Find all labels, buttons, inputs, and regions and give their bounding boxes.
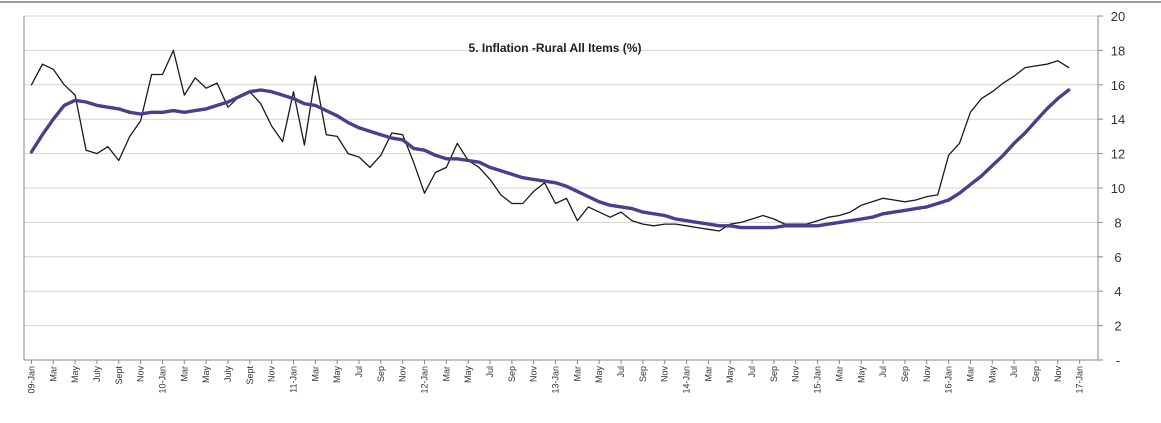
x-tick-label: 11-Jan: [289, 366, 299, 393]
x-tick-label: Mar: [179, 366, 189, 382]
x-tick-label: Sep: [769, 366, 779, 382]
x-tick-label: Nov: [922, 366, 932, 383]
x-tick-label: July: [223, 366, 233, 383]
x-tick-label: Nov: [136, 366, 146, 383]
y-tick-label: 16: [1111, 78, 1125, 93]
y-tick-label: -: [1116, 353, 1120, 368]
y-tick-label: 18: [1111, 43, 1125, 58]
x-tick-label: Sep: [507, 366, 517, 382]
x-tick-label: Jul: [1009, 366, 1019, 378]
x-tick-label: Jul: [878, 366, 888, 378]
series-line-smoothed: [29, 88, 1071, 230]
x-tick-label: Mar: [965, 366, 975, 382]
x-tick-label: Nov: [1053, 366, 1063, 383]
y-tick-label: 8: [1114, 215, 1121, 230]
x-tick-label: Nov: [791, 366, 801, 383]
x-tick-label: Jul: [616, 366, 626, 378]
x-tick-label: Mar: [441, 366, 451, 382]
x-tick-label: Nov: [267, 366, 277, 383]
y-axis-tick-labels: - 2 4 6 8 10 12 14 16 18 20: [1111, 9, 1125, 368]
chart-title: 5. Inflation -Rural All Items (%): [469, 41, 642, 55]
x-tick-label: Nov: [398, 366, 408, 383]
x-tick-label: Sep: [1031, 366, 1041, 382]
x-tick-label: Sep: [638, 366, 648, 382]
x-tick-label: 10-Jan: [157, 366, 167, 394]
x-tick-label: May: [463, 366, 473, 384]
y-tick-label: 6: [1114, 250, 1121, 265]
x-tick-label: May: [201, 366, 211, 384]
x-tick-label: May: [70, 366, 80, 384]
x-tick-label: 15-Jan: [813, 366, 823, 394]
x-tick-label: May: [594, 366, 604, 384]
gridlines: [24, 15, 1098, 327]
x-tick-label: Mar: [572, 366, 582, 382]
x-tick-label: May: [332, 366, 342, 384]
x-tick-label: May: [987, 366, 997, 384]
x-tick-label: Sept: [114, 366, 124, 385]
x-tick-label: 17-Jan: [1075, 366, 1085, 394]
y-tick-label: 20: [1111, 9, 1125, 24]
x-tick-label: Sep: [900, 366, 910, 382]
x-tick-label: 09-Jan: [26, 366, 36, 394]
axes: [23, 15, 1103, 364]
x-tick-label: Nov: [529, 366, 539, 383]
series-lines: [29, 49, 1071, 232]
x-tick-label: Mar: [48, 366, 58, 382]
x-tick-label: Jul: [485, 366, 495, 378]
y-tick-label: 12: [1111, 147, 1125, 162]
x-tick-label: Sept: [245, 366, 255, 385]
x-axis-tick-labels: 09-Jan Mar May July Sept Nov 10-Jan Mar May July S…: [26, 366, 1084, 394]
x-tick-label: Sep: [376, 366, 386, 382]
y-tick-label: 4: [1114, 284, 1121, 299]
x-tick-label: Mar: [703, 366, 713, 382]
series-line-monthly: [30, 49, 1070, 232]
x-tick-label: July: [92, 366, 102, 383]
y-tick-label: 2: [1114, 319, 1121, 334]
x-tick-label: 12-Jan: [420, 366, 430, 394]
x-tick-label: May: [725, 366, 735, 384]
x-tick-label: May: [856, 366, 866, 384]
y-tick-label: 14: [1111, 112, 1125, 127]
x-tick-label: 13-Jan: [551, 366, 561, 394]
y-tick-label: 10: [1111, 181, 1125, 196]
x-tick-label: Jul: [354, 366, 364, 378]
x-tick-label: Jul: [747, 366, 757, 378]
x-tick-label: Nov: [660, 366, 670, 383]
x-tick-label: 14-Jan: [682, 366, 692, 394]
x-tick-label: Mar: [310, 366, 320, 382]
x-tick-label: 16-Jan: [944, 366, 954, 394]
x-tick-label: Mar: [834, 366, 844, 382]
